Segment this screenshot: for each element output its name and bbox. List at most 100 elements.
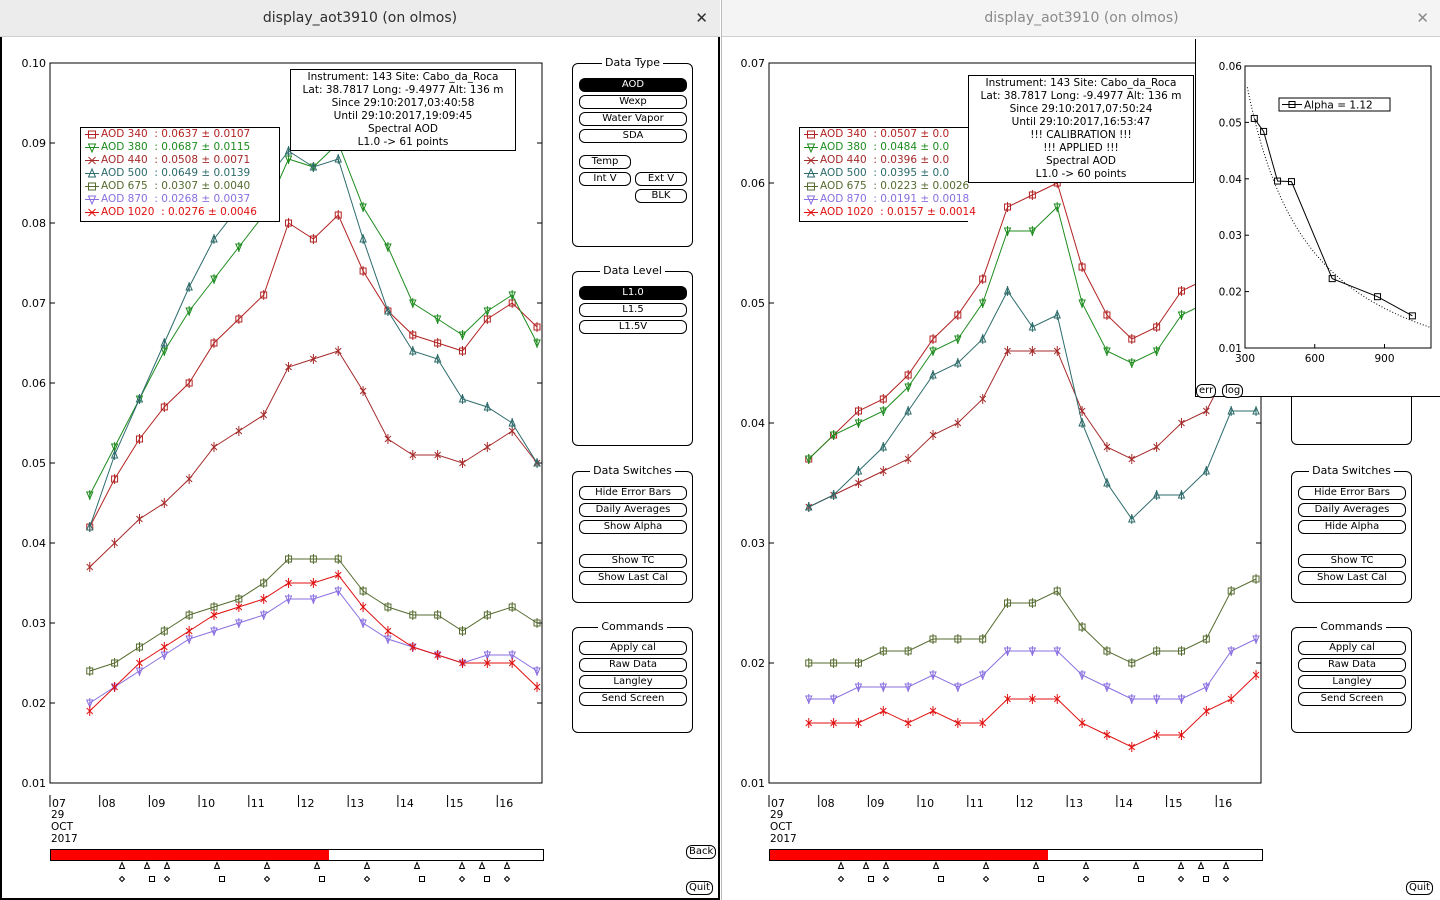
data-point xyxy=(458,393,467,403)
data-point xyxy=(1028,227,1037,237)
legend-symbol xyxy=(88,182,96,191)
data-point xyxy=(309,235,317,243)
raw-data-button[interactable]: Raw Data xyxy=(1298,658,1406,672)
apply-cal-button[interactable]: Apply cal xyxy=(1298,641,1406,655)
right-titlebar[interactable]: display_aot3910 (on olmos) ✕ xyxy=(722,0,1440,37)
show-last-cal-button[interactable]: Show Last Cal xyxy=(579,571,687,585)
y-tick-label: 0.08 xyxy=(22,217,47,230)
apply-cal-button[interactable]: Apply cal xyxy=(579,641,687,655)
data-point xyxy=(1028,191,1036,199)
data-point xyxy=(929,369,937,379)
data-point xyxy=(954,683,962,693)
data-point xyxy=(1028,321,1037,331)
data-point xyxy=(508,291,516,301)
left-file-markers xyxy=(118,861,511,883)
y-tick-label: 0.03 xyxy=(1219,230,1242,242)
hide-error-bars-button[interactable]: Hide Error Bars xyxy=(579,486,687,500)
wexp-button[interactable]: Wexp xyxy=(579,95,687,109)
data-point xyxy=(483,443,491,451)
data-point xyxy=(284,595,293,605)
data-point xyxy=(979,395,987,403)
legend-symbol xyxy=(88,156,96,165)
file-marker-square xyxy=(882,875,890,883)
data-point xyxy=(85,699,94,709)
err-button[interactable]: err xyxy=(1196,384,1217,398)
log-button[interactable]: log xyxy=(1222,384,1244,398)
data-point xyxy=(433,315,442,325)
data-point xyxy=(260,595,268,603)
series-line xyxy=(808,674,1257,748)
file-marker-triangle xyxy=(1132,861,1140,869)
temp-button[interactable]: Temp xyxy=(579,155,631,169)
aod-button[interactable]: AOD xyxy=(579,78,687,92)
right-progress-fill xyxy=(770,850,1048,860)
data-point xyxy=(1028,599,1036,607)
date-year: 2017 xyxy=(770,833,797,845)
quit-button[interactable]: Quit xyxy=(686,881,713,895)
data-point xyxy=(309,595,318,605)
date-month: OCT xyxy=(770,821,793,833)
data-point xyxy=(1103,647,1111,655)
data-point xyxy=(879,683,888,693)
daily-averages-button[interactable]: Daily Averages xyxy=(579,503,687,517)
file-marker-square xyxy=(837,875,845,883)
alpha-point xyxy=(1374,293,1382,301)
level-l15v-button[interactable]: L1.5V xyxy=(579,320,687,334)
water-vapor-button[interactable]: Water Vapor xyxy=(579,112,687,126)
ext-v-button[interactable]: Ext V xyxy=(635,172,687,186)
show-tc-button[interactable]: Show TC xyxy=(579,554,687,568)
quit-button[interactable]: Quit xyxy=(1406,881,1433,895)
data-point xyxy=(334,211,342,219)
daily-averages-button[interactable]: Daily Averages xyxy=(1298,503,1406,517)
y-tick-label: 0.01 xyxy=(741,777,766,790)
data-level-panel: Data Level L1.0 L1.5 L1.5V xyxy=(572,264,693,446)
commands-panel: Commands Apply cal Raw Data Langley Send… xyxy=(572,620,693,733)
right-progress-bar[interactable] xyxy=(769,849,1263,861)
data-point xyxy=(1103,347,1111,357)
info-line: Instrument: 143 Site: Cabo_da_Roca xyxy=(985,77,1177,89)
data-point xyxy=(1078,263,1086,271)
data-point xyxy=(310,579,317,587)
left-progress-bar[interactable] xyxy=(50,849,544,861)
send-screen-button[interactable]: Send Screen xyxy=(1298,692,1406,706)
data-point xyxy=(1252,635,1260,645)
legend-symbol xyxy=(87,143,97,154)
legend-marker xyxy=(85,156,99,165)
hide-error-bars-button[interactable]: Hide Error Bars xyxy=(1298,486,1406,500)
data-point xyxy=(359,387,367,395)
file-marker-square xyxy=(149,876,155,882)
raw-data-button[interactable]: Raw Data xyxy=(579,658,687,672)
show-tc-button[interactable]: Show TC xyxy=(1298,554,1406,568)
blk-button[interactable]: BLK xyxy=(635,189,687,203)
data-point xyxy=(904,647,912,655)
file-marker-triangle xyxy=(363,861,371,869)
level-l15-button[interactable]: L1.5 xyxy=(579,303,687,317)
show-alpha-button[interactable]: Show Alpha xyxy=(579,520,687,534)
right-file-markers xyxy=(837,861,1230,883)
int-v-button[interactable]: Int V xyxy=(579,172,631,186)
left-titlebar[interactable]: display_aot3910 (on olmos) ✕ xyxy=(0,0,720,37)
data-point xyxy=(1003,227,1012,237)
sda-button[interactable]: SDA xyxy=(579,129,687,143)
series-line xyxy=(89,214,538,528)
show-last-cal-button[interactable]: Show Last Cal xyxy=(1298,571,1406,585)
langley-button[interactable]: Langley xyxy=(579,675,687,689)
alpha-legend-label: Alpha = 1.12 xyxy=(1304,100,1373,112)
data-point xyxy=(1153,647,1161,655)
x-tick-label: 14 xyxy=(400,797,414,810)
level-l10-button[interactable]: L1.0 xyxy=(579,286,687,300)
close-icon[interactable]: ✕ xyxy=(1416,9,1429,27)
file-marker-triangle xyxy=(932,861,940,869)
legend-marker xyxy=(804,208,818,217)
langley-button[interactable]: Langley xyxy=(1298,675,1406,689)
data-point xyxy=(235,427,243,435)
legend-marker xyxy=(804,167,818,178)
close-icon[interactable]: ✕ xyxy=(695,9,708,27)
data-point xyxy=(86,667,94,675)
file-marker-square xyxy=(868,876,874,882)
data-point xyxy=(904,719,912,727)
send-screen-button[interactable]: Send Screen xyxy=(579,692,687,706)
back-button[interactable]: Back xyxy=(686,845,717,859)
hide-alpha-button[interactable]: Hide Alpha xyxy=(1298,520,1406,534)
data-point xyxy=(359,233,367,243)
